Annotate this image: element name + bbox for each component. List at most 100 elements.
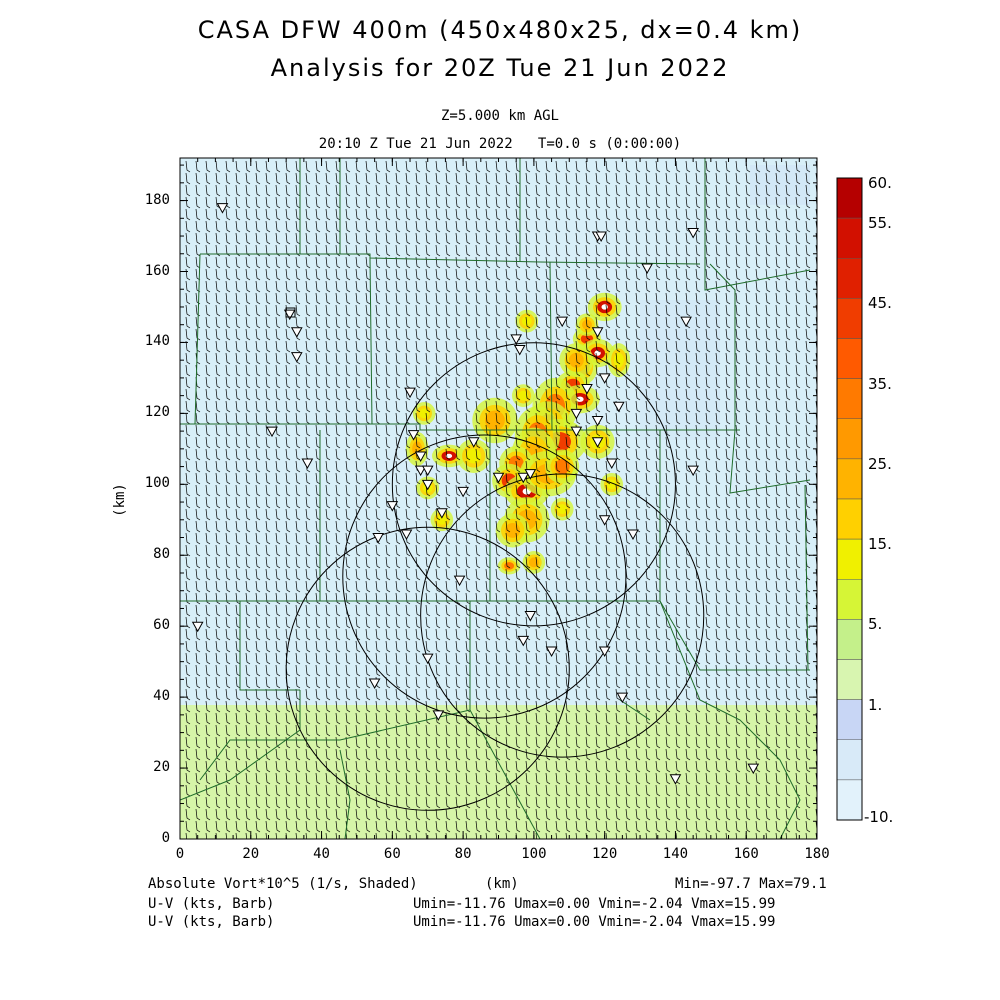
wind-barb (525, 160, 531, 173)
wind-barb (195, 436, 201, 449)
wind-barb (785, 496, 791, 509)
wind-barb (545, 172, 551, 185)
wind-barb (615, 448, 621, 461)
wind-barb (575, 184, 581, 197)
wind-barb (495, 760, 501, 773)
wind-barb (415, 244, 421, 257)
wind-barb (305, 196, 311, 209)
wind-barb (485, 580, 491, 593)
wind-barb (315, 640, 321, 653)
wind-barb (415, 532, 421, 545)
wind-barb (645, 496, 651, 509)
wind-barb (655, 832, 658, 839)
wind-barb (545, 808, 551, 821)
wind-barb (605, 160, 611, 173)
wind-barb (685, 520, 691, 533)
wind-barb (595, 364, 601, 377)
wind-barb (435, 484, 441, 497)
wind-barb (585, 628, 591, 641)
wind-barb (225, 796, 231, 809)
wind-barb (695, 580, 701, 593)
wind-barb (205, 280, 211, 293)
wind-barb (185, 724, 191, 737)
wind-barb (365, 796, 371, 809)
wind-barb (695, 424, 701, 437)
wind-barb (485, 436, 491, 449)
wind-barb (495, 400, 501, 413)
wind-barb (785, 352, 791, 365)
wind-barb (735, 208, 741, 221)
wind-barb (195, 232, 201, 245)
wind-barb (485, 268, 491, 281)
wind-barb (415, 736, 421, 749)
wind-barb (395, 268, 401, 281)
wind-barb (685, 556, 691, 569)
wind-barb (495, 676, 501, 689)
storm-core (613, 352, 624, 368)
wind-barb (775, 832, 778, 839)
wind-barb (445, 268, 451, 281)
wind-barb (405, 244, 411, 257)
wind-barb (575, 748, 581, 761)
wind-barb (535, 520, 541, 533)
wind-barb (755, 436, 761, 449)
wind-barb (615, 244, 621, 257)
wind-barb (715, 652, 721, 665)
wind-barb (475, 232, 481, 245)
wind-barb (735, 820, 741, 833)
wind-barb (495, 436, 501, 449)
wind-barb (375, 724, 381, 737)
wind-barb (475, 328, 481, 341)
wind-barb (665, 352, 671, 365)
wind-barb (735, 196, 741, 209)
wind-barb (705, 784, 711, 797)
wind-barb (555, 700, 561, 713)
wind-barb (635, 556, 641, 569)
wind-barb (515, 604, 521, 617)
wind-barb (235, 760, 241, 773)
wind-barb (415, 376, 421, 389)
wind-barb (445, 328, 451, 341)
wind-barb (545, 748, 551, 761)
wind-barb (395, 556, 401, 569)
wind-barb (395, 736, 401, 749)
wind-barb (275, 268, 281, 281)
wind-barb (395, 256, 401, 269)
wind-barb (305, 496, 311, 509)
wind-barb (285, 400, 291, 413)
wind-barb (355, 640, 361, 653)
wind-barb (695, 232, 701, 245)
wind-barb (695, 316, 701, 329)
wind-barb (385, 796, 391, 809)
wind-barb (335, 652, 341, 665)
wind-barb (205, 724, 211, 737)
wind-barb (675, 244, 681, 257)
wind-barb (675, 700, 681, 713)
wind-barb (815, 736, 817, 747)
wind-barb (205, 424, 211, 437)
wind-barb (785, 196, 791, 209)
wind-barb (225, 568, 231, 581)
wind-barb (305, 664, 311, 677)
wind-barb (715, 232, 721, 245)
wind-barb (395, 400, 401, 413)
wind-barb (695, 832, 698, 839)
wind-barb (295, 256, 301, 269)
wind-barb (465, 736, 471, 749)
wind-barb (395, 700, 401, 713)
wind-barb (675, 616, 681, 629)
wind-barb (295, 304, 301, 317)
wind-barb (765, 772, 771, 785)
wind-barb (785, 316, 791, 329)
wind-barb (645, 472, 651, 485)
wind-barb (495, 592, 501, 605)
wind-barb (685, 196, 691, 209)
station-marker (414, 451, 427, 462)
wind-barb (625, 424, 631, 437)
wind-barb (685, 676, 691, 689)
wind-barb (725, 508, 731, 521)
wind-barb (515, 364, 521, 377)
wind-barb (575, 520, 581, 533)
wind-barb (305, 544, 311, 557)
wind-barb (365, 688, 371, 701)
